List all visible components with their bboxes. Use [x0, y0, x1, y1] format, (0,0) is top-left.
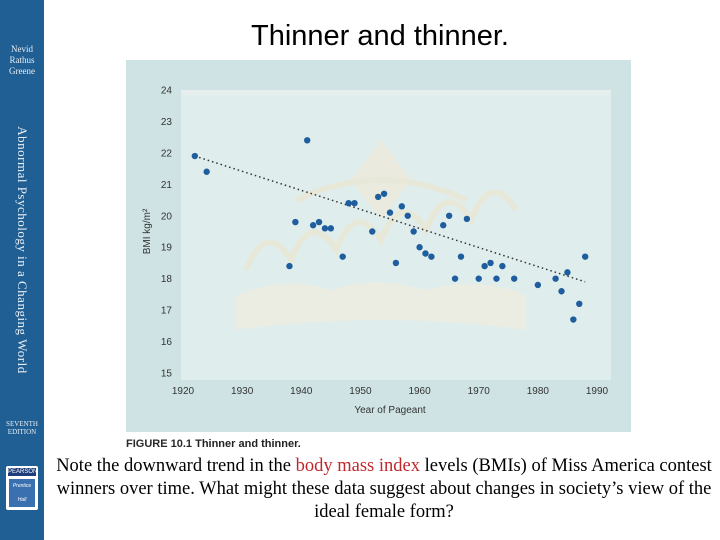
y-tick-label: 15: [161, 369, 173, 380]
data-point: [191, 152, 199, 160]
x-tick-label: 1980: [527, 386, 550, 397]
data-point: [570, 316, 577, 323]
data-point: [404, 212, 411, 219]
x-tick-label: 1930: [231, 386, 254, 397]
data-point: [292, 218, 299, 226]
data-point: [321, 225, 329, 232]
data-point: [493, 275, 500, 282]
data-point: [392, 259, 400, 267]
data-point: [304, 137, 311, 144]
figure-caption-text: Thinner and thinner.: [195, 438, 301, 450]
crown-watermark: [236, 140, 526, 330]
data-point: [451, 275, 459, 282]
slide-note: Note the downward trend in the body mass…: [56, 455, 712, 524]
data-point: [345, 200, 352, 207]
axis-frame: [181, 90, 611, 380]
data-point: [369, 228, 376, 235]
data-point: [351, 200, 358, 207]
x-tick-label: 1940: [290, 386, 313, 397]
y-tick-label: 21: [161, 180, 173, 191]
data-point: [339, 253, 346, 260]
x-tick-label: 1970: [468, 386, 491, 397]
data-point: [386, 209, 394, 216]
x-tick-label: 1990: [586, 386, 609, 397]
edition-line: SEVENTH: [6, 420, 38, 428]
data-point: [481, 262, 488, 270]
note-text-start: Note the downward trend in the: [56, 456, 296, 476]
data-point: [410, 228, 417, 235]
data-point: [445, 212, 453, 219]
spine-book-title: Abnormal Psychology in a Changing World: [15, 126, 30, 374]
figure-caption: FIGURE 10.1 Thinner and thinner.: [126, 438, 301, 450]
publisher-imprint: Prentice Hall: [9, 479, 35, 507]
y-tick-label: 24: [161, 86, 173, 97]
data-point: [475, 275, 482, 282]
note-highlight-term: body mass index: [295, 456, 420, 476]
data-point: [534, 281, 542, 289]
author-name: Greene: [9, 66, 35, 76]
data-point: [374, 193, 382, 201]
data-point: [499, 262, 506, 270]
data-point: [398, 203, 406, 210]
y-tick-label: 22: [161, 148, 173, 159]
y-tick-label: 23: [161, 117, 173, 128]
figure-number: FIGURE 10.1: [126, 438, 193, 450]
y-tick-label: 19: [161, 243, 173, 254]
x-tick-label: 1920: [172, 386, 195, 397]
edition-line: EDITION: [7, 428, 37, 436]
data-point: [463, 215, 471, 223]
spine-authors: Nevid Rathus Greene: [0, 44, 44, 77]
data-point: [457, 253, 465, 260]
trend-line: [194, 155, 586, 283]
x-tick-label: 1960: [408, 386, 431, 397]
data-point: [428, 253, 435, 260]
data-point: [203, 168, 210, 175]
publisher-logo: PEARSON Prentice Hall: [6, 466, 38, 510]
data-point: [440, 222, 447, 229]
y-tick-label: 16: [161, 337, 173, 348]
note-text-end: levels (BMIs) of Miss America contest wi…: [56, 456, 712, 522]
author-name: Nevid: [11, 44, 33, 54]
y-tick-label: 20: [161, 211, 173, 222]
publisher-name: PEARSON: [8, 468, 38, 476]
spine-edition: SEVENTH EDITION: [0, 420, 44, 436]
x-axis-label: Year of Pageant: [354, 405, 426, 416]
data-point: [581, 253, 589, 260]
data-point: [487, 259, 494, 267]
data-point: [380, 190, 388, 197]
slide-title: Thinner and thinner.: [251, 20, 509, 52]
x-tick-label: 1950: [349, 386, 372, 397]
data-point: [286, 262, 293, 270]
data-point: [576, 300, 583, 308]
author-name: Rathus: [9, 55, 35, 65]
data-point: [327, 225, 335, 232]
data-point: [416, 244, 423, 251]
y-tick-label: 17: [161, 306, 173, 317]
data-point: [422, 250, 429, 257]
y-tick-label: 18: [161, 274, 173, 285]
book-spine: Nevid Rathus Greene Abnormal Psychology …: [0, 0, 44, 540]
data-point: [564, 269, 571, 276]
data-point: [309, 222, 317, 229]
data-point: [511, 275, 518, 282]
data-point: [558, 288, 565, 295]
data-point: [315, 218, 323, 226]
y-axis-label: BMI kg/m²: [142, 208, 153, 254]
data-point: [552, 275, 559, 282]
figure-panel: [126, 60, 631, 432]
